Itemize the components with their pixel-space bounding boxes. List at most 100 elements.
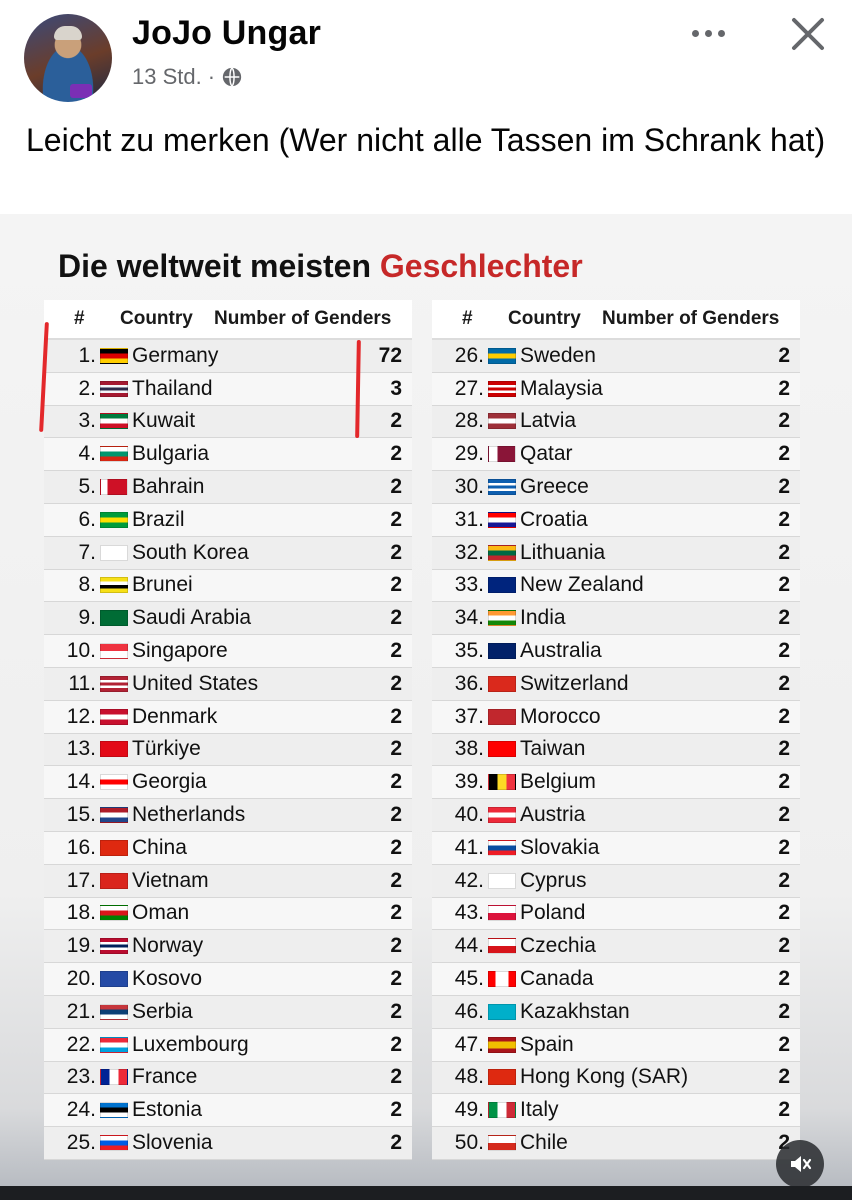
table-row: 18. Oman 2 bbox=[44, 897, 412, 931]
row-country: Denmark bbox=[132, 704, 218, 728]
table-row: 1. Germany 72 bbox=[44, 340, 412, 373]
row-gender-count: 2 bbox=[778, 1065, 790, 1089]
row-gender-count: 2 bbox=[778, 540, 790, 564]
table-row: 4. Bulgaria 2 bbox=[44, 438, 412, 472]
flag-icon bbox=[488, 839, 516, 856]
mute-icon[interactable] bbox=[776, 1140, 824, 1188]
row-rank: 40. bbox=[454, 803, 484, 827]
row-country: Estonia bbox=[132, 1098, 203, 1122]
flag-icon bbox=[488, 741, 516, 758]
row-rank: 23. bbox=[66, 1065, 96, 1089]
post-image[interactable]: Die weltweit meisten Geschlechter # Coun… bbox=[0, 214, 852, 1186]
flag-icon bbox=[100, 1069, 128, 1086]
row-country: Brazil bbox=[132, 507, 185, 531]
row-gender-count: 2 bbox=[390, 737, 402, 761]
table-row: 50. Chile 2 bbox=[432, 1127, 800, 1160]
flag-icon bbox=[100, 511, 128, 528]
row-rank: 17. bbox=[66, 868, 96, 892]
post-meta: 13 Std. · bbox=[132, 64, 243, 90]
table-row: 23. France 2 bbox=[44, 1061, 412, 1095]
column-header-genders: Number of Genders bbox=[602, 308, 780, 329]
row-rank: 22. bbox=[66, 1032, 96, 1056]
row-gender-count: 2 bbox=[778, 737, 790, 761]
row-gender-count: 2 bbox=[390, 934, 402, 958]
avatar-badge bbox=[70, 84, 92, 98]
table-row: 34. India 2 bbox=[432, 602, 800, 636]
row-country: South Korea bbox=[132, 540, 249, 564]
flag-icon bbox=[100, 971, 128, 988]
table-row: 35. Australia 2 bbox=[432, 635, 800, 668]
flag-icon bbox=[100, 905, 128, 922]
row-rank: 39. bbox=[454, 770, 484, 794]
row-country: Morocco bbox=[520, 704, 601, 728]
row-country: Italy bbox=[520, 1098, 559, 1122]
row-gender-count: 2 bbox=[390, 475, 402, 499]
table-row: 15. Netherlands 2 bbox=[44, 799, 412, 832]
row-country: Austria bbox=[520, 803, 586, 827]
row-country: Sweden bbox=[520, 343, 596, 367]
row-gender-count: 2 bbox=[778, 639, 790, 663]
close-icon[interactable] bbox=[786, 12, 830, 56]
table-row: 32. Lithuania 2 bbox=[432, 536, 800, 570]
row-country: Vietnam bbox=[132, 868, 209, 892]
flag-icon bbox=[100, 446, 128, 463]
flag-icon bbox=[488, 1135, 516, 1152]
row-rank: 15. bbox=[66, 803, 96, 827]
row-gender-count: 2 bbox=[390, 803, 402, 827]
row-country: Oman bbox=[132, 901, 190, 925]
post-time[interactable]: 13 Std. bbox=[132, 64, 202, 89]
more-options-icon[interactable] bbox=[686, 18, 730, 48]
row-rank: 47. bbox=[454, 1032, 484, 1056]
row-country: Serbia bbox=[132, 999, 193, 1023]
flag-icon bbox=[488, 347, 516, 364]
avatar[interactable] bbox=[24, 14, 112, 102]
row-gender-count: 2 bbox=[390, 671, 402, 695]
row-gender-count: 2 bbox=[778, 1032, 790, 1056]
table-row: 6. Brazil 2 bbox=[44, 503, 412, 537]
row-country: Saudi Arabia bbox=[132, 606, 252, 630]
table-row: 22. Luxembourg 2 bbox=[44, 1028, 412, 1062]
table-row: 7. South Korea 2 bbox=[44, 536, 412, 570]
row-gender-count: 2 bbox=[390, 507, 402, 531]
row-gender-count: 2 bbox=[390, 1065, 402, 1089]
row-rank: 24. bbox=[66, 1098, 96, 1122]
row-country: India bbox=[520, 606, 566, 630]
post-text: Leicht zu merken (Wer nicht alle Tassen … bbox=[26, 122, 826, 158]
row-gender-count: 2 bbox=[778, 573, 790, 597]
flag-icon bbox=[100, 1135, 128, 1152]
row-gender-count: 2 bbox=[390, 606, 402, 630]
genders-table-left: # Country Number of Genders 1. Germany 72 2… bbox=[44, 300, 412, 1160]
row-country: Germany bbox=[132, 343, 219, 367]
row-country: Lithuania bbox=[520, 540, 606, 564]
row-country: Greece bbox=[520, 475, 589, 499]
row-gender-count: 3 bbox=[390, 376, 402, 400]
flag-icon bbox=[100, 347, 128, 364]
row-gender-count: 2 bbox=[390, 770, 402, 794]
row-country: Bahrain bbox=[132, 475, 205, 499]
table-row: 37. Morocco 2 bbox=[432, 700, 800, 734]
row-rank: 20. bbox=[66, 967, 96, 991]
flag-icon bbox=[488, 1036, 516, 1053]
row-rank: 50. bbox=[454, 1131, 484, 1155]
table-row: 12. Denmark 2 bbox=[44, 700, 412, 734]
flag-icon bbox=[488, 938, 516, 955]
table-row: 40. Austria 2 bbox=[432, 799, 800, 832]
row-country: Cyprus bbox=[520, 868, 587, 892]
speaker-muted-icon bbox=[791, 1156, 812, 1172]
flag-icon bbox=[100, 872, 128, 889]
row-gender-count: 2 bbox=[778, 967, 790, 991]
author-name[interactable]: JoJo Ungar bbox=[132, 14, 322, 52]
row-rank: 1. bbox=[78, 343, 96, 367]
row-country: France bbox=[132, 1065, 198, 1089]
flag-icon bbox=[488, 1069, 516, 1086]
row-gender-count: 2 bbox=[390, 999, 402, 1023]
flag-icon bbox=[488, 971, 516, 988]
table-body: 26. Sweden 2 27. Malaysia 2 28. Latvia 2 29. Qatar… bbox=[432, 340, 800, 1160]
row-gender-count: 2 bbox=[778, 507, 790, 531]
row-country: Belgium bbox=[520, 770, 596, 794]
row-country: Australia bbox=[520, 639, 602, 663]
row-country: Malaysia bbox=[520, 376, 603, 400]
row-gender-count: 2 bbox=[390, 1131, 402, 1155]
avatar-hair bbox=[54, 26, 82, 40]
row-gender-count: 2 bbox=[390, 901, 402, 925]
